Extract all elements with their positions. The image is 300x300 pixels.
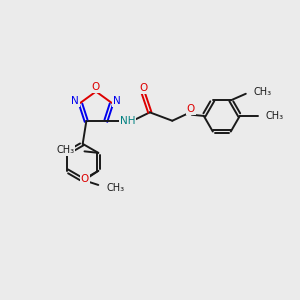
Text: O: O <box>81 174 89 184</box>
Text: O: O <box>187 104 195 114</box>
Text: CH₃: CH₃ <box>56 145 74 155</box>
Text: O: O <box>139 83 147 93</box>
Text: CH₃: CH₃ <box>266 111 284 121</box>
Text: NH: NH <box>119 116 135 126</box>
Text: CH₃: CH₃ <box>253 87 272 97</box>
Text: N: N <box>113 96 121 106</box>
Text: N: N <box>71 96 79 106</box>
Text: CH₃: CH₃ <box>107 183 125 193</box>
Text: O: O <box>92 82 100 92</box>
